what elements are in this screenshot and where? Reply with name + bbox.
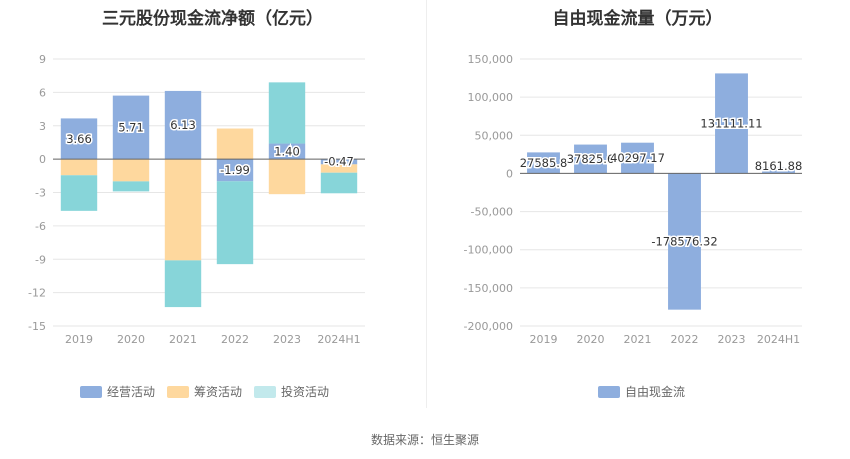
- legend-swatch-financing: [167, 385, 190, 398]
- legend-item-financing[interactable]: 筹资活动: [167, 383, 242, 400]
- legend-swatch-investing: [254, 385, 277, 398]
- right-chart-title: 自由现金流量（万元）: [552, 9, 723, 29]
- fcf-data-label: 40297.17: [610, 151, 665, 165]
- cashflow-data-label: 5.71: [118, 120, 144, 134]
- fcf-x-tick-label: 2024H1: [757, 333, 800, 346]
- cashflow-bar-investing: [320, 172, 358, 194]
- fcf-data-label: 8161.88: [755, 159, 803, 173]
- cashflow-bar-operating: [216, 159, 254, 182]
- cashflow-bar-financing: [164, 159, 202, 261]
- cashflow-bar-operating: [320, 159, 358, 165]
- fcf-x-tick-label: 2022: [671, 333, 699, 346]
- cashflow-y-tick-label: -6: [35, 220, 46, 233]
- fcf-y-tick-label: 100,000: [468, 91, 514, 104]
- cashflow-bar-financing: [216, 128, 254, 160]
- cashflow-data-label: 6.13: [170, 118, 196, 132]
- cashflow-bar-investing: [112, 181, 150, 192]
- fcf-bar-fcf: [762, 167, 795, 174]
- cashflow-bar-financing: [60, 159, 98, 176]
- fcf-y-tick-label: -200,000: [464, 320, 513, 333]
- cashflow-x-tick-label: 2023: [273, 333, 301, 346]
- cashflow-x-tick-label: 2021: [169, 333, 197, 346]
- cashflow-bar-operating: [164, 90, 202, 160]
- cashflow-data-label: -0.47: [324, 155, 354, 169]
- cashflow-bar-operating: [60, 118, 98, 160]
- legend-swatch-fcf: [598, 385, 620, 398]
- cashflow-data-label: -1.99: [220, 163, 250, 177]
- cashflow-y-tick-label: 6: [39, 86, 46, 99]
- legend-item-investing[interactable]: 投资活动: [254, 383, 329, 400]
- fcf-data-label: -178576.32: [651, 235, 717, 249]
- cashflow-x-tick-label: 2024H1: [317, 333, 360, 346]
- cashflow-bar-investing: [216, 181, 254, 265]
- cashflow-y-tick-label: -15: [28, 320, 46, 333]
- legend-label-financing: 筹资活动: [194, 385, 243, 399]
- cashflow-bar-financing: [320, 164, 358, 173]
- legend-label-fcf: 自由现金流: [625, 385, 686, 399]
- cashflow-y-tick-label: 9: [39, 53, 46, 66]
- cashflow-y-tick-label: 0: [39, 153, 46, 166]
- fcf-y-tick-label: -50,000: [471, 206, 513, 219]
- cashflow-y-tick-label: -9: [35, 253, 46, 266]
- legend-swatch-operating: [80, 385, 102, 398]
- fcf-x-tick-label: 2021: [624, 333, 652, 346]
- cashflow-bar-operating: [112, 95, 150, 160]
- fcf-y-tick-label: -100,000: [464, 244, 513, 257]
- fcf-y-tick-label: 50,000: [475, 129, 514, 142]
- left-legend: 经营活动 筹资活动 投资活动: [80, 383, 329, 400]
- fcf-y-tick-label: -150,000: [464, 282, 513, 295]
- cashflow-y-tick-label: -12: [28, 287, 46, 300]
- cashflow-y-tick-label: -3: [35, 187, 46, 200]
- fcf-bar-fcf: [715, 73, 748, 174]
- legend-label-operating: 经营活动: [107, 385, 156, 399]
- fcf-data-label: 37825.6: [567, 152, 615, 166]
- legend-label-investing: 投资活动: [281, 385, 330, 399]
- fcf-x-tick-label: 2020: [577, 333, 605, 346]
- fcf-bar-fcf: [574, 144, 607, 174]
- fcf-y-tick-label: 0: [506, 167, 513, 180]
- fcf-data-label: 27585.8: [520, 156, 568, 170]
- legend-item-fcf[interactable]: 自由现金流: [598, 383, 685, 400]
- cashflow-bar-financing: [268, 159, 306, 195]
- cashflow-x-tick-label: 2020: [117, 333, 145, 346]
- cashflow-x-tick-label: 2019: [65, 333, 93, 346]
- fcf-bar-fcf: [527, 152, 560, 174]
- fcf-bar-fcf: [668, 173, 701, 310]
- right-legend: 自由现金流: [598, 383, 685, 400]
- cashflow-data-label: 3.66: [66, 132, 92, 146]
- cashflow-x-tick-label: 2022: [221, 333, 249, 346]
- left-chart-title: 三元股份现金流净额（亿元）: [102, 9, 323, 29]
- cashflow-bar-investing: [164, 260, 202, 308]
- chart-divider: [426, 0, 427, 408]
- cashflow-bar-investing: [60, 175, 98, 211]
- cashflow-y-tick-label: 3: [39, 120, 46, 133]
- cashflow-bar-investing: [268, 82, 306, 144]
- cashflow-data-label: 1.40: [274, 144, 300, 158]
- fcf-bar-fcf: [621, 142, 654, 174]
- fcf-y-tick-label: 150,000: [468, 53, 514, 66]
- data-source-note: 数据来源：恒生聚源: [370, 433, 479, 447]
- fcf-data-label: 131111.11: [700, 116, 762, 130]
- fcf-x-tick-label: 2023: [718, 333, 746, 346]
- cashflow-bar-financing: [112, 159, 150, 182]
- fcf-x-tick-label: 2019: [530, 333, 558, 346]
- cashflow-bar-operating: [268, 143, 306, 160]
- legend-item-operating[interactable]: 经营活动: [80, 383, 155, 400]
